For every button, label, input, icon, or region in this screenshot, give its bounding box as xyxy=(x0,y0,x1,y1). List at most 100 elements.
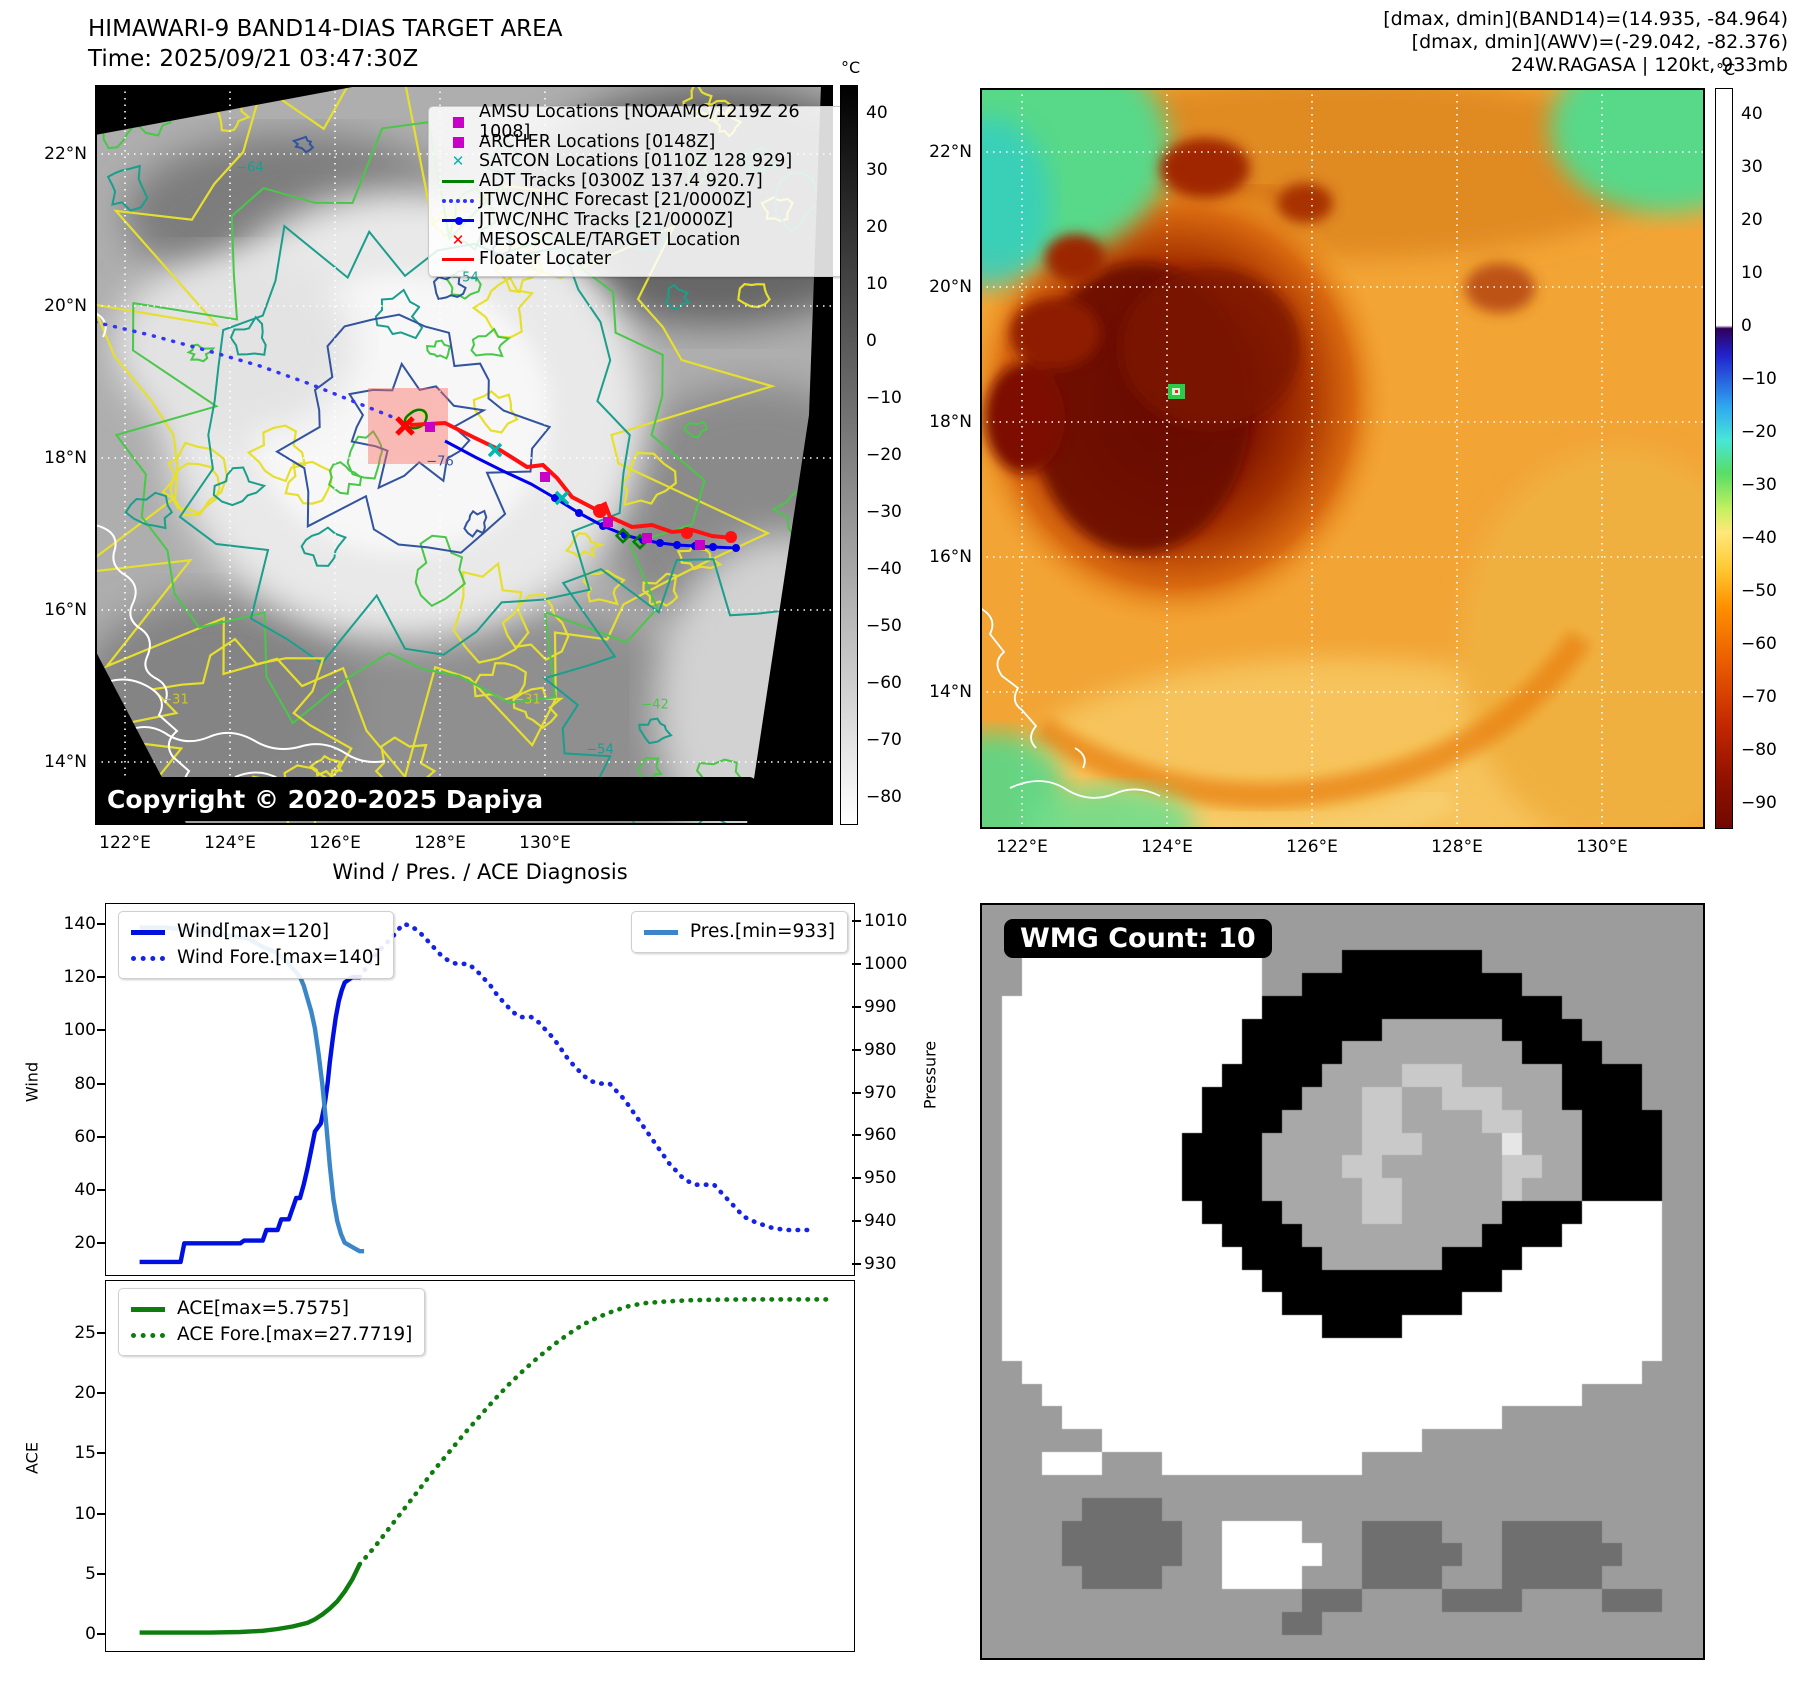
ace-legend-label: ACE[max=5.7575] xyxy=(177,1298,349,1319)
wmg-grid-image xyxy=(982,905,1703,1658)
map1-xtick: 130°E xyxy=(519,833,571,853)
graticule xyxy=(980,88,1705,829)
band14-colorbar-tick: −80 xyxy=(866,786,902,807)
copyright-bar: Copyright © 2020-2025 Dapiya xyxy=(95,777,757,821)
map1-xtick: 126°E xyxy=(309,833,361,853)
map1-xtick: 124°E xyxy=(204,833,256,853)
map1-ytick: 14°N xyxy=(44,752,87,772)
storm-eye xyxy=(1168,384,1185,399)
awv-colorbar-tick: −10 xyxy=(1741,369,1777,390)
map-legend-label: JTWC/NHC Forecast [21/0000Z] xyxy=(479,190,753,211)
series-wind-max-120- xyxy=(139,974,360,1265)
floater-blobs xyxy=(593,504,737,543)
contour-label: −31 xyxy=(513,692,541,708)
map1-ytick: 22°N xyxy=(44,144,87,164)
map-legend-item: AMSU Locations [NOAAMC/1219Z 26 1008] xyxy=(437,102,835,142)
map1-ytick: 16°N xyxy=(44,600,87,620)
band14-colorbar-tick: −40 xyxy=(866,558,902,579)
contour-label: −64 xyxy=(236,160,264,176)
map-legend-item: JTWC/NHC Forecast [21/0000Z] xyxy=(437,191,835,211)
line-icon xyxy=(437,258,479,262)
ace-legend: ACE[max=5.7575] ACE Fore.[max=27.7719] xyxy=(118,1288,426,1356)
storm-id: 24W.RAGASA | 120kt, 933mb xyxy=(1510,54,1788,76)
map-legend: AMSU Locations [NOAAMC/1219Z 26 1008] ARC… xyxy=(428,102,844,277)
pressure-tick: 960 xyxy=(864,1125,897,1145)
band14-title: HIMAWARI-9 BAND14-DIAS TARGET AREA xyxy=(88,16,563,42)
awv-colorbar-tick: 20 xyxy=(1741,210,1763,231)
pressure-axis-label: Pressure xyxy=(920,1040,940,1110)
dmax-dmin-band14: [dmax, dmin](BAND14)=(14.935, -84.964) xyxy=(1383,8,1788,30)
band14-colorbar-tick: 10 xyxy=(866,274,888,295)
map1-ytick: 20°N xyxy=(44,296,87,316)
map2-xtick: 124°E xyxy=(1141,837,1193,857)
map1-xtick: 122°E xyxy=(99,833,151,853)
map-legend-label: MESOSCALE/TARGET Location xyxy=(479,229,741,250)
wmg-count-badge: WMG Count: 10 xyxy=(1004,919,1272,958)
wmg-panel: WMG Count: 10 xyxy=(980,903,1705,1660)
contour-label: −54 xyxy=(451,270,479,286)
map2-xtick: 126°E xyxy=(1286,837,1338,857)
mesoscale-target-marker xyxy=(395,416,415,436)
line-icon xyxy=(437,180,479,184)
series-ace-fore-max-27-7719- xyxy=(357,1297,832,1567)
band14-colorbar-tick: −50 xyxy=(866,615,902,636)
contour-label: −54 xyxy=(586,742,614,758)
map2-xtick: 128°E xyxy=(1431,837,1483,857)
awv-colorbar-unit: °C xyxy=(1716,60,1736,79)
map-legend-item: JTWC/NHC Tracks [21/0000Z] xyxy=(437,210,835,231)
square-icon xyxy=(437,136,479,148)
map-legend-label: AMSU Locations [NOAAMC/1219Z 26 1008] xyxy=(479,102,800,142)
band14-map: AMSU Locations [NOAAMC/1219Z 26 1008] ARC… xyxy=(44,85,844,853)
pressure-tick: 980 xyxy=(864,1040,897,1060)
awv-colorbar-tick: −50 xyxy=(1741,580,1777,601)
map2-ytick: 18°N xyxy=(929,412,972,432)
wind-pressure-chart: Wind[max=120] Wind Fore.[max=140] Pres.[… xyxy=(64,903,907,1276)
band14-colorbar-tick: −20 xyxy=(866,444,902,465)
map-legend-item: ✕ MESOSCALE/TARGET Location xyxy=(437,229,835,251)
awv-colorbar-tick: −30 xyxy=(1741,474,1777,495)
band14-colorbar-tick: −70 xyxy=(866,729,902,750)
ace-chart: ACE[max=5.7575] ACE Fore.[max=27.7719] 2… xyxy=(74,1280,855,1652)
dotted-icon xyxy=(437,199,479,204)
wind-tick: 80 xyxy=(74,1074,96,1094)
pressure-legend: Pres.[min=933] xyxy=(630,911,848,953)
awv-map: 122°E 124°E 126°E 128°E 130°E 22°N 20°N 18°N 16°… xyxy=(929,88,1705,857)
pres-legend-label: Pres.[min=933] xyxy=(689,921,835,942)
pressure-tick: 930 xyxy=(864,1254,897,1274)
ace-fore-legend-label: ACE Fore.[max=27.7719] xyxy=(177,1324,413,1345)
map-legend-item: ✕ SATCON Locations [0110Z 128 929] xyxy=(437,152,835,172)
pressure-tick: 1010 xyxy=(864,911,908,931)
wind-axis-label: Wind xyxy=(22,1061,42,1103)
ace-tick: 10 xyxy=(74,1504,96,1524)
band14-colorbar-tick: 40 xyxy=(866,103,888,124)
series-ace-max-5-7575- xyxy=(139,1563,362,1635)
pressure-tick: 1000 xyxy=(864,954,908,974)
band14-colorbar-tick: −10 xyxy=(866,388,902,409)
map-legend-label: ADT Tracks [0300Z 137.4 920.7] xyxy=(479,170,763,191)
wind-legend: Wind[max=120] Wind Fore.[max=140] xyxy=(118,911,394,979)
map-legend-label: ARCHER Locations [0148Z] xyxy=(479,131,716,152)
wind-tick: 140 xyxy=(63,914,96,934)
awv-header: [dmax, dmin](BAND14)=(14.935, -84.964) [… xyxy=(1383,8,1788,77)
awv-colorbar-tick: 10 xyxy=(1741,263,1763,284)
awv-colorbar xyxy=(1715,88,1733,829)
wind-fore-legend-label: Wind Fore.[max=140] xyxy=(177,947,381,968)
contour-label: −42 xyxy=(641,697,669,713)
ace-tick: 20 xyxy=(74,1383,96,1403)
map2-xtick: 130°E xyxy=(1576,837,1628,857)
band14-colorbar-tick: −30 xyxy=(866,501,902,522)
band14-colorbar-tick: 20 xyxy=(866,217,888,238)
band14-colorbar xyxy=(840,85,858,825)
dmax-dmin-awv: [dmax, dmin](AWV)=(-29.042, -82.376) xyxy=(1411,31,1788,53)
ace-tick: 25 xyxy=(74,1323,96,1343)
coastline xyxy=(980,607,1161,799)
ace-tick: 0 xyxy=(85,1624,96,1644)
awv-colorbar-tick: −70 xyxy=(1741,686,1777,707)
map2-xtick: 122°E xyxy=(996,837,1048,857)
map1-ytick: 18°N xyxy=(44,448,87,468)
awv-satellite-image xyxy=(980,88,1705,829)
map2-ytick: 22°N xyxy=(929,142,972,162)
ace-axis-label: ACE xyxy=(22,1442,42,1474)
pressure-tick: 990 xyxy=(864,997,897,1017)
x-icon: ✕ xyxy=(451,152,465,171)
